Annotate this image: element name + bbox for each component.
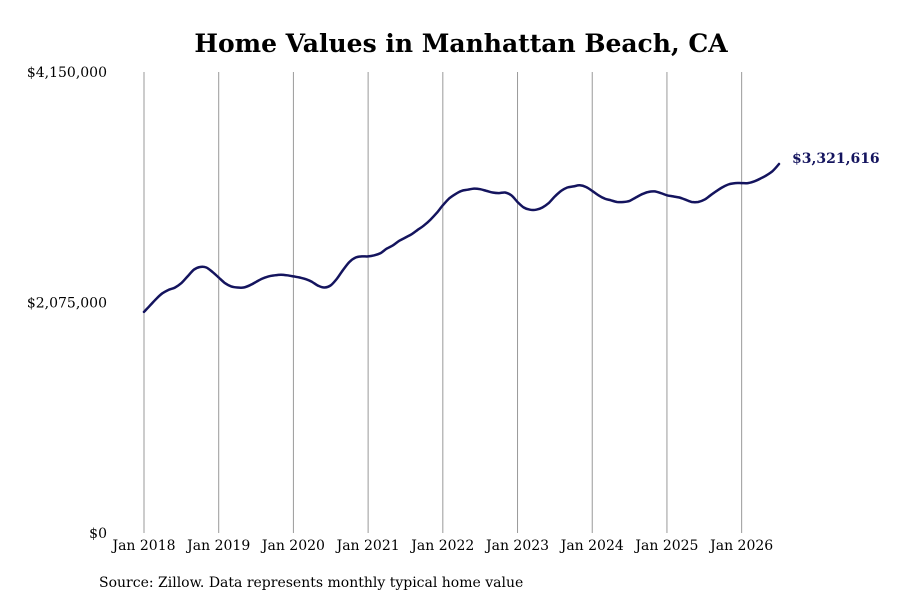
y-axis: $0 $2,075,000 $4,150,000 bbox=[27, 65, 107, 542]
x-tick-label: Jan 2025 bbox=[633, 538, 698, 554]
y-tick-label: $4,150,000 bbox=[27, 65, 107, 81]
x-tick-label: Jan 2020 bbox=[260, 538, 325, 554]
chart-title: Home Values in Manhattan Beach, CA bbox=[194, 29, 728, 58]
x-tick-label: Jan 2023 bbox=[484, 538, 549, 554]
x-tick-label: Jan 2019 bbox=[185, 538, 250, 554]
y-tick-label: $2,075,000 bbox=[27, 296, 107, 312]
x-tick-label: Jan 2026 bbox=[708, 538, 773, 554]
x-axis: Jan 2018 Jan 2019 Jan 2020 Jan 2021 Jan 2022… bbox=[110, 538, 773, 554]
x-tick-label: Jan 2024 bbox=[559, 538, 624, 554]
gridlines bbox=[143, 72, 743, 533]
y-tick-label: $0 bbox=[89, 526, 107, 542]
x-tick-label: Jan 2022 bbox=[409, 538, 474, 554]
end-value-label: $3,321,616 bbox=[792, 151, 880, 167]
x-tick-label: Jan 2018 bbox=[110, 538, 175, 554]
x-tick-label: Jan 2021 bbox=[335, 538, 400, 554]
home-value-line bbox=[142, 162, 781, 314]
source-note: Source: Zillow. Data represents monthly … bbox=[99, 575, 523, 591]
